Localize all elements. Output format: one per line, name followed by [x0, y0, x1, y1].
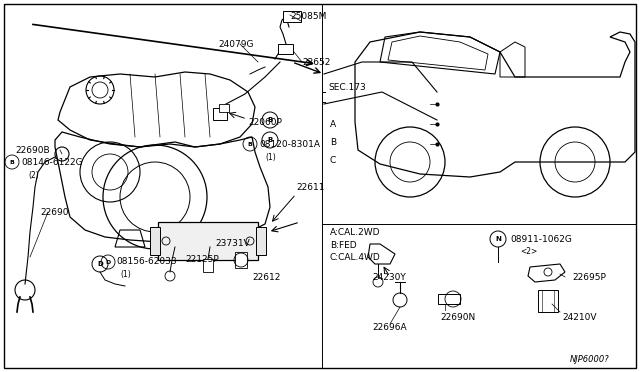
- Text: B: B: [10, 160, 15, 164]
- Text: 08120-8301A: 08120-8301A: [259, 140, 320, 148]
- Text: NJP6000?: NJP6000?: [570, 356, 610, 365]
- Text: 22060P: 22060P: [248, 118, 282, 126]
- Text: C: C: [330, 155, 336, 164]
- Bar: [538, 290, 558, 312]
- Text: 22696A: 22696A: [372, 323, 406, 331]
- Bar: [438, 294, 460, 304]
- Text: B: B: [268, 117, 273, 123]
- Text: 24230Y: 24230Y: [372, 273, 406, 282]
- Text: 24210V: 24210V: [562, 312, 596, 321]
- Text: N: N: [495, 236, 501, 242]
- Text: <2>: <2>: [520, 247, 537, 257]
- Text: D: D: [97, 261, 103, 267]
- Bar: [219, 104, 229, 112]
- Text: 22125P: 22125P: [185, 256, 219, 264]
- Text: 22690N: 22690N: [440, 312, 476, 321]
- Text: B: B: [268, 137, 273, 143]
- Text: D: D: [106, 260, 111, 264]
- Bar: [256, 227, 266, 255]
- Text: 08146-6122G: 08146-6122G: [21, 157, 83, 167]
- Text: 22690B: 22690B: [15, 145, 50, 154]
- Text: B:FED: B:FED: [330, 241, 356, 250]
- Text: A: A: [330, 119, 336, 128]
- Text: 22652: 22652: [302, 58, 330, 67]
- Bar: [283, 11, 301, 22]
- Text: B: B: [248, 141, 252, 147]
- Text: 22690: 22690: [40, 208, 68, 217]
- Bar: [213, 108, 227, 120]
- Text: A:CAL.2WD: A:CAL.2WD: [330, 228, 381, 237]
- Text: (1): (1): [120, 270, 131, 279]
- Text: 23731V: 23731V: [215, 240, 250, 248]
- Text: (1): (1): [265, 153, 276, 161]
- Text: 22611: 22611: [296, 183, 324, 192]
- Text: (2): (2): [28, 170, 39, 180]
- Bar: [278, 44, 293, 54]
- Text: B: B: [330, 138, 336, 147]
- Text: 08911-1062G: 08911-1062G: [510, 234, 572, 244]
- Text: SEC.173: SEC.173: [328, 83, 365, 92]
- Bar: [203, 259, 213, 272]
- Bar: [150, 227, 160, 255]
- Bar: [158, 222, 258, 260]
- Text: 22695P: 22695P: [572, 273, 606, 282]
- Text: 22612: 22612: [252, 273, 280, 282]
- Text: 24079G: 24079G: [218, 39, 253, 48]
- Text: 25085M: 25085M: [290, 12, 326, 20]
- Text: 08156-62033: 08156-62033: [116, 257, 177, 266]
- Text: C:CAL.4WD: C:CAL.4WD: [330, 253, 381, 263]
- Bar: [235, 252, 247, 268]
